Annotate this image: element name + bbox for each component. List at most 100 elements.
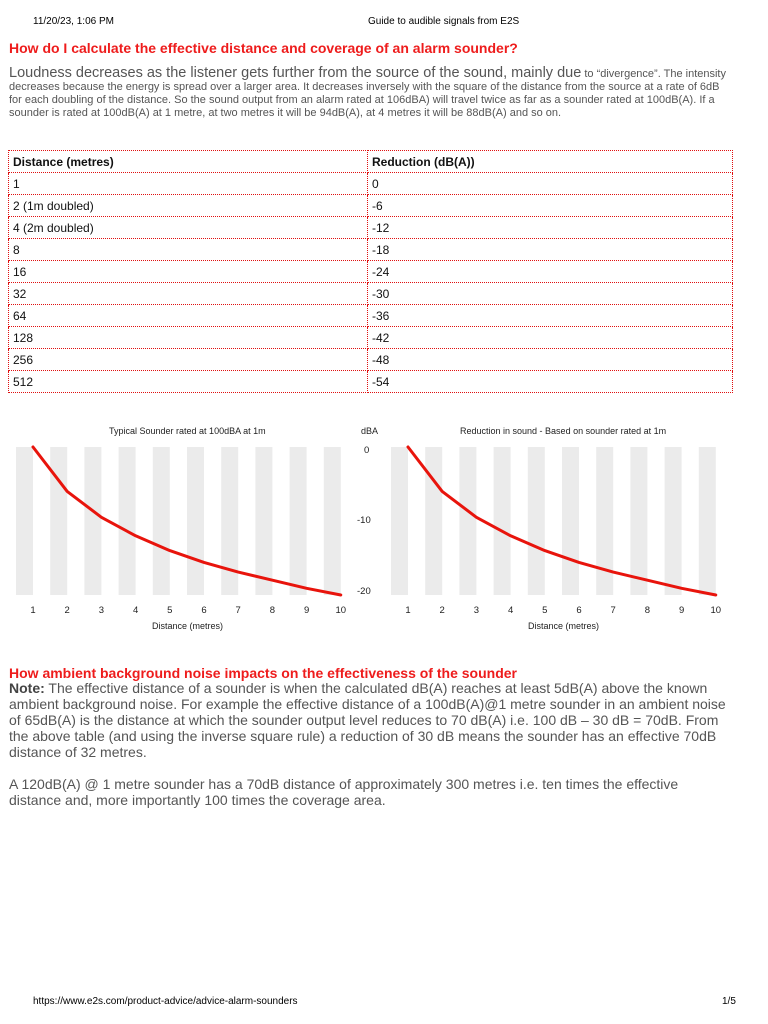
cell-distance: 2 (1m doubled) [8,194,368,217]
x-tick: 7 [235,605,241,616]
x-tick: 9 [303,605,310,616]
cell-distance: 256 [8,348,368,371]
x-tick: 6 [201,605,207,616]
cell-reduction: -24 [367,260,733,283]
x-tick: 2 [64,605,70,616]
grid-stripe [391,447,408,595]
x-tick: 2 [439,605,445,616]
table-row: 128 -42 [8,326,733,349]
grid-stripe [425,447,443,595]
x-tick: 9 [678,605,685,616]
grid-stripe [289,447,307,595]
column-header-distance: Distance (metres) [8,150,368,173]
intro-paragraph: Loudness decreases as the listener gets … [9,65,727,120]
data-line [406,445,718,597]
print-date: 11/20/23, 1:06 PM [33,16,114,27]
y-axis-label: dBA [361,426,379,436]
x-tick: 4 [132,605,139,616]
note-paragraph: Note: The effective distance of a sounde… [9,680,729,760]
chart-plot-area [16,445,343,597]
cell-reduction: -12 [367,216,733,239]
grid-stripe [118,447,136,595]
page-number: 1/5 [722,996,736,1007]
table-row: 2 (1m doubled) -6 [8,194,733,217]
x-tick: 7 [610,605,616,616]
grid-stripe [255,447,273,595]
cell-reduction: -30 [367,282,733,305]
coverage-paragraph: A 120dB(A) @ 1 metre sounder has a 70dB … [9,776,679,808]
grid-stripe [187,447,204,595]
cell-distance: 4 (2m doubled) [8,216,368,239]
table-header-row: Distance (metres) Reduction (dB(A)) [8,150,733,173]
page-url: https://www.e2s.com/product-advice/advic… [33,996,298,1007]
x-tick: 5 [167,605,173,616]
y-tick: -20 [357,586,371,597]
cell-distance: 128 [8,326,368,349]
grid-stripe [50,447,68,595]
cell-distance: 64 [8,304,368,327]
grid-stripe [527,447,545,595]
intro-body: to “divergence”. The intensity decreases… [9,68,726,119]
table-row: 16 -24 [8,260,733,283]
cell-reduction: 0 [367,172,733,195]
cell-distance: 1 [8,172,368,195]
x-axis-label: Distance (metres) [528,621,600,631]
y-tick: -10 [357,515,371,526]
x-axis-label: Distance (metres) [152,621,224,631]
note-label: Note: [9,680,45,696]
chart-title: Reduction in sound - Based on sounder ra… [460,426,667,436]
x-tick: 1 [30,605,36,616]
intro-lead: Loudness decreases as the listener gets … [9,65,582,81]
cell-reduction: -6 [367,194,733,217]
cell-reduction: -36 [367,304,733,327]
table-row: 256 -48 [8,348,733,371]
data-line [31,445,343,597]
section-heading-ambient-noise: How ambient background noise impacts on … [9,665,517,681]
x-tick: 8 [269,605,276,616]
column-header-reduction: Reduction (dB(A)) [367,150,733,173]
grid-stripe [84,447,102,595]
grid-stripe [562,447,579,595]
table-row: 512 -54 [8,370,733,393]
x-tick: 1 [405,605,411,616]
grid-stripe [493,447,511,595]
x-tick: 10 [710,605,722,616]
cell-reduction: -54 [367,370,733,393]
cell-distance: 512 [8,370,368,393]
cell-distance: 16 [8,260,368,283]
x-tick: 6 [576,605,582,616]
cell-reduction: -18 [367,238,733,261]
grid-stripe [221,447,239,595]
table-row: 64 -36 [8,304,733,327]
cell-reduction: -48 [367,348,733,371]
note-text: The effective distance of a sounder is w… [9,680,726,760]
cell-reduction: -42 [367,326,733,349]
x-tick: 3 [98,605,105,616]
x-tick: 8 [644,605,651,616]
grid-stripe [459,447,477,595]
print-page-title: Guide to audible signals from E2S [368,16,520,27]
y-tick: 0 [364,445,370,456]
chart-typical-sounder: Typical Sounder rated at 100dBA at 1m dB… [0,420,384,635]
x-tick: 3 [473,605,480,616]
x-tick: 4 [507,605,514,616]
x-tick: 10 [335,605,347,616]
print-header: 11/20/23, 1:06 PM Guide to audible signa… [0,16,768,30]
grid-stripe [152,447,170,595]
grid-stripe [323,447,341,595]
table-row: 4 (2m doubled) -12 [8,216,733,239]
grid-stripe [664,447,682,595]
cell-distance: 32 [8,282,368,305]
chart-plot-area [391,445,718,597]
table-row: 32 -30 [8,282,733,305]
chart-title: Typical Sounder rated at 100dBA at 1m [109,426,266,436]
grid-stripe [630,447,648,595]
section-heading-effective-distance: How do I calculate the effective distanc… [9,40,518,56]
table-row: 8 -18 [8,238,733,261]
cell-distance: 8 [8,238,368,261]
x-tick: 5 [542,605,548,616]
grid-stripe [698,447,716,595]
chart-reduction-in-sound: Reduction in sound - Based on sounder ra… [376,420,768,635]
